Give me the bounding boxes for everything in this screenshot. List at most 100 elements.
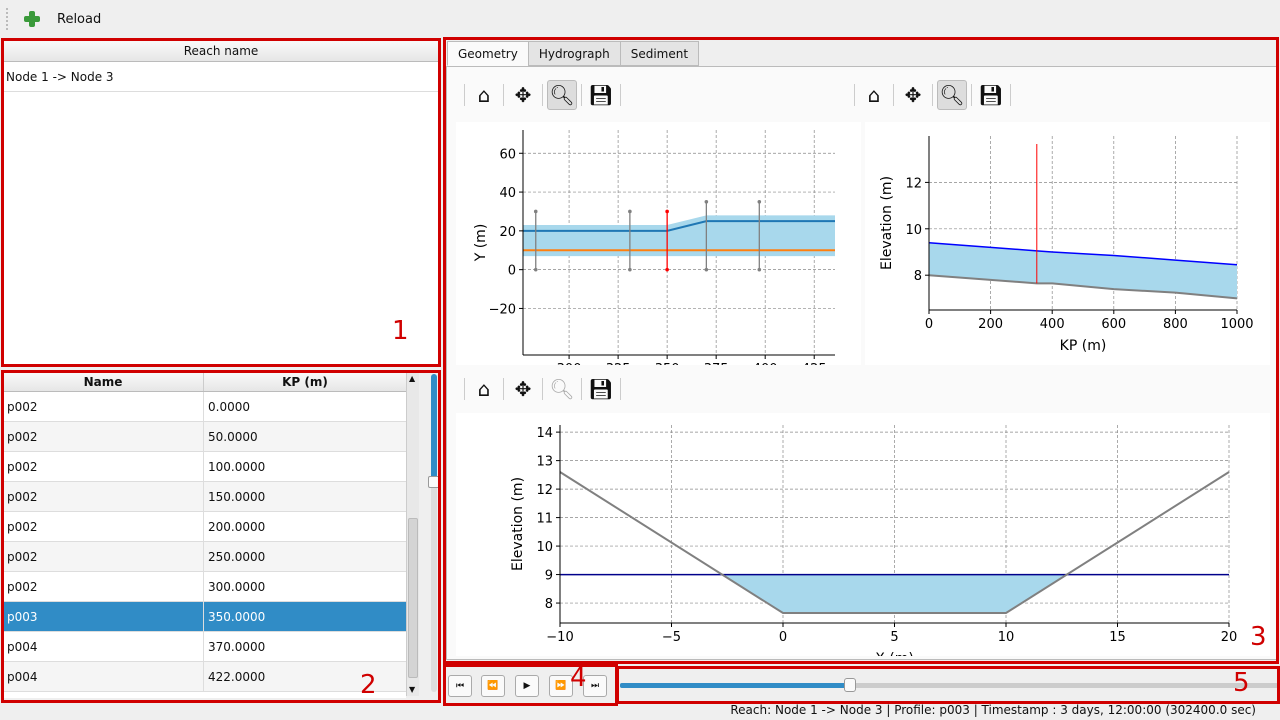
cell-name: p004 [3, 662, 204, 691]
save-floppy-icon[interactable]: 💾︎ [588, 377, 614, 401]
table-row[interactable]: p004 370.0000 [3, 632, 406, 662]
save-floppy-icon[interactable]: 💾︎ [588, 83, 614, 107]
profile-table: Name KP (m) p002 0.0000 p002 50.0000 p002 100… [3, 372, 406, 698]
first-frame-button[interactable]: ⏮ [448, 675, 472, 697]
cell-name: p002 [3, 422, 204, 451]
cell-name: p002 [3, 572, 204, 601]
table-row[interactable]: p002 150.0000 [3, 482, 406, 512]
reach-name-header[interactable]: Reach name [3, 40, 439, 62]
table-row[interactable]: p002 0.0000 [3, 392, 406, 422]
y-tick-label: 8 [914, 269, 922, 284]
x-tick-label: 375 [704, 362, 729, 365]
tab-bar: Geometry Hydrograph Sediment [447, 41, 700, 66]
pan-arrows-icon[interactable]: ✥ [514, 377, 532, 401]
x-tick-label: 600 [1101, 317, 1126, 332]
profile-point [665, 209, 669, 214]
x-tick-label: 1000 [1220, 317, 1253, 332]
save-floppy-icon[interactable]: 💾︎ [978, 83, 1004, 107]
time-slider[interactable] [620, 678, 1278, 692]
next-button[interactable]: ⏩ [549, 675, 573, 697]
cell-name: p003 [3, 602, 204, 631]
cell-name: p004 [3, 632, 204, 661]
tab-geometry[interactable]: Geometry [447, 41, 529, 66]
cell-name: p002 [3, 542, 204, 571]
pan-arrows-icon[interactable]: ✥ [904, 83, 922, 107]
tab-hydrograph[interactable]: Hydrograph [527, 41, 621, 66]
plan-view-chart[interactable]: 300325350375400425−200204060X (m)Y (m) [456, 122, 861, 365]
tab-sediment[interactable]: Sediment [619, 41, 700, 66]
reach-item[interactable]: Node 1 -> Node 3 [3, 62, 439, 92]
y-tick-label: 13 [536, 455, 553, 470]
x-axis-label: KP (m) [1060, 338, 1107, 354]
x-tick-label: −10 [546, 630, 573, 645]
cell-kp: 150.0000 [208, 490, 266, 504]
zoom-magnifier-icon[interactable]: 🔍︎ [547, 80, 577, 110]
table-row[interactable]: p002 250.0000 [3, 542, 406, 572]
cell-name: p002 [3, 512, 204, 541]
home-icon[interactable]: ⌂ [477, 377, 491, 401]
x-tick-label: 20 [1221, 630, 1238, 645]
toolbar-grip[interactable] [6, 8, 10, 30]
cross-section-chart[interactable]: −10 −5 0 5 10 15 20 8 9 10 11 12 13 14 X (m) Elevation … [456, 413, 1270, 656]
main-toolbar: Reload [0, 0, 1280, 38]
region-5-outline [616, 666, 1280, 704]
table-row[interactable]: p002 50.0000 [3, 422, 406, 452]
scroll-up-icon[interactable]: ▲ [409, 374, 416, 383]
cell-name: p002 [3, 392, 204, 421]
x-tick-label: 0 [779, 630, 787, 645]
home-icon[interactable]: ⌂ [867, 83, 881, 107]
table-header: Name KP (m) [3, 372, 406, 392]
x-tick-label: 400 [753, 362, 778, 365]
status-bar: Reach: Node 1 -> Node 3 | Profile: p003 … [730, 703, 1256, 717]
vertical-slider[interactable] [428, 374, 440, 692]
water-surface-line [928, 241, 1238, 266]
table-row[interactable]: p002 100.0000 [3, 452, 406, 482]
x-tick-label: 300 [557, 362, 582, 365]
previous-button[interactable]: ⏪ [481, 675, 505, 697]
x-tick-label: 425 [802, 362, 827, 365]
y-tick-label: 14 [536, 426, 553, 441]
col-name-header[interactable]: Name [3, 372, 204, 391]
longitudinal-profile-chart[interactable]: 0 200 400 600 800 1000 8 10 12 KP (m) Elevation (m… [865, 122, 1270, 365]
table-row[interactable]: p002 300.0000 [3, 572, 406, 602]
play-button[interactable]: ▶ [515, 675, 539, 697]
profile-point [628, 209, 632, 214]
cell-kp: 300.0000 [208, 580, 266, 594]
table-row[interactable]: p002 200.0000 [3, 512, 406, 542]
y-axis-label: Elevation (m) [879, 176, 895, 270]
table-row[interactable]: p003 350.0000 [3, 602, 406, 632]
table-scrollbar[interactable]: ▲ ▼ [406, 372, 419, 696]
zoom-magnifier-icon[interactable]: 🔍︎ [549, 377, 575, 401]
time-slider-handle[interactable] [844, 678, 857, 692]
cell-kp: 50.0000 [208, 430, 258, 444]
pan-arrows-icon[interactable]: ✥ [514, 83, 532, 107]
cell-kp: 250.0000 [208, 550, 266, 564]
profile-point [757, 267, 762, 272]
water-area [929, 242, 1237, 299]
profile-point [533, 209, 538, 214]
zoom-magnifier-icon[interactable]: 🔍︎ [937, 80, 967, 110]
col-kp-header[interactable]: KP (m) [282, 375, 328, 389]
region-1-label: 1 [392, 316, 409, 346]
table-row[interactable]: p004 422.0000 [3, 662, 406, 692]
reach-item-label: Node 1 -> Node 3 [6, 70, 114, 84]
x-tick-label: −5 [662, 630, 681, 645]
scroll-down-icon[interactable]: ▼ [409, 685, 416, 694]
green-plus-icon[interactable] [24, 11, 40, 27]
y-tick-label: 9 [545, 569, 553, 584]
cell-name: p002 [3, 482, 204, 511]
x-tick-label: 10 [998, 630, 1015, 645]
profile-plot-toolbar: ⌂ ✥ 🔍︎ 💾︎ [854, 80, 1011, 110]
x-axis-label: X (m) [875, 651, 914, 656]
y-tick-label: 40 [499, 186, 516, 201]
last-frame-button[interactable]: ⏭ [583, 675, 607, 697]
home-icon[interactable]: ⌂ [477, 83, 491, 107]
cell-kp: 422.0000 [208, 670, 266, 684]
reload-button[interactable]: Reload [57, 11, 102, 27]
scroll-thumb[interactable] [408, 518, 418, 678]
y-tick-label: 0 [508, 264, 516, 279]
cell-kp: 350.0000 [208, 610, 266, 624]
profile-point [757, 199, 762, 204]
y-axis-label: Y (m) [473, 224, 489, 263]
y-tick-label: 12 [536, 483, 553, 498]
